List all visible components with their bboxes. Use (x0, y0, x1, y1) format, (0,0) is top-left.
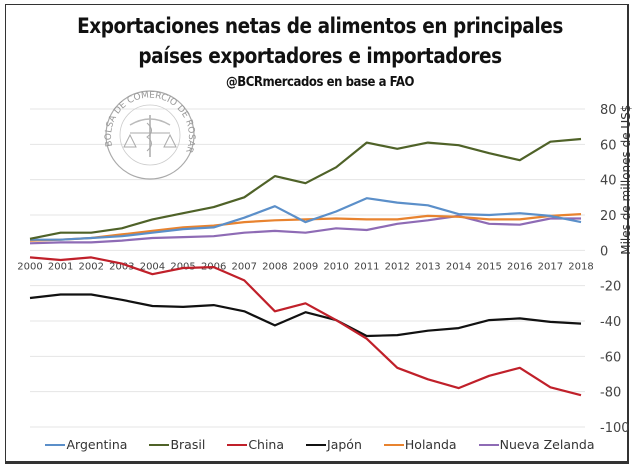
seal-text: BOLSA DE COMERCIO DE ROSARIO (0, 0, 196, 154)
wings-icon (129, 118, 171, 126)
x-tick-label: 2000 (17, 261, 42, 272)
legend-swatch (478, 443, 499, 446)
x-tick-label: 2014 (446, 261, 471, 272)
x-tick-label: 2017 (538, 261, 563, 272)
y-tick-label: 60 (600, 138, 617, 153)
x-tick-label: 2005 (170, 261, 195, 272)
legend-item: China (227, 437, 284, 452)
y-axis-label: Miles de millones de US$ (619, 105, 633, 255)
legend: Argentina Brasil China Japón Holanda Nueva Ze… (0, 437, 640, 452)
snake-icon (146, 122, 152, 152)
x-tick-label: 2001 (48, 261, 73, 272)
x-tick-label: 2016 (507, 261, 532, 272)
x-tick-label: 2007 (232, 261, 257, 272)
x-tick-label: 2018 (568, 261, 593, 272)
y-tick-label: -100 (600, 421, 630, 436)
y-tick-label: -40 (600, 315, 621, 330)
legend-item: Nueva Zelanda (478, 437, 595, 452)
y-tick-label: -20 (600, 280, 621, 295)
y-tick-label: 20 (600, 209, 617, 224)
chart-title: Exportaciones netas de alimentos en prin… (77, 14, 563, 38)
legend-label: China (248, 437, 285, 452)
legend-swatch (149, 443, 170, 446)
x-tick-label: 2008 (262, 261, 287, 272)
x-tick-label: 2011 (354, 261, 379, 272)
legend-item: Japón (306, 437, 362, 452)
x-tick-label: 2013 (415, 261, 440, 272)
x-tick-label: 2003 (109, 261, 134, 272)
legend-item: Holanda (383, 437, 457, 452)
scale-pans-icon (123, 133, 177, 148)
seal-inner-ring (119, 104, 181, 166)
y-tick-label: 0 (600, 244, 608, 259)
legend-swatch (383, 443, 404, 446)
y-tick-label: -80 (600, 386, 621, 401)
y-tick-label: 80 (600, 103, 617, 118)
series-line-china (29, 256, 582, 397)
watermark-seal: BOLSA DE COMERCIO DE ROSARIO (0, 0, 196, 180)
x-tick-label: 2004 (140, 261, 165, 272)
legend-label: Brasil (170, 437, 206, 452)
x-tick-label: 2015 (476, 261, 501, 272)
chart-subtitle: @BCRmercados en base a FAO (226, 75, 414, 90)
seal-outer-ring (105, 90, 195, 180)
chart-title-line2: países exportadores e importadores (138, 44, 502, 68)
series-lines (29, 137, 582, 397)
legend-label: Japón (327, 437, 362, 452)
legend-swatch (45, 443, 66, 446)
legend-label: Argentina (66, 437, 128, 452)
chart-frame (5, 4, 629, 464)
series-line-brasil (29, 137, 582, 240)
x-tick-labels: 2000 2001 2002 2003 2004 2005 2006 2007 2008 2009… (17, 261, 593, 272)
y-tick-labels: 80 60 40 20 0 -20 -40 -60 -80 -100 (600, 103, 630, 436)
legend-label: Nueva Zelanda (499, 437, 595, 452)
legend-item: Brasil (149, 437, 205, 452)
legend-swatch (227, 443, 248, 446)
x-tick-label: 2002 (78, 261, 103, 272)
legend-swatch (306, 443, 327, 446)
x-tick-label: 2012 (385, 261, 410, 272)
legend-label: Holanda (404, 437, 457, 452)
series-line-japon (29, 293, 582, 338)
series-line-argentina (30, 197, 582, 241)
series-line-nueva-zelanda (29, 214, 581, 245)
y-tick-label: 40 (600, 174, 617, 189)
legend-item: Argentina (45, 437, 127, 452)
x-tick-label: 2009 (293, 261, 318, 272)
series-line-holanda (29, 213, 582, 242)
gridlines (30, 108, 585, 428)
x-tick-label: 2010 (323, 261, 348, 272)
y-tick-label: -60 (600, 350, 621, 365)
